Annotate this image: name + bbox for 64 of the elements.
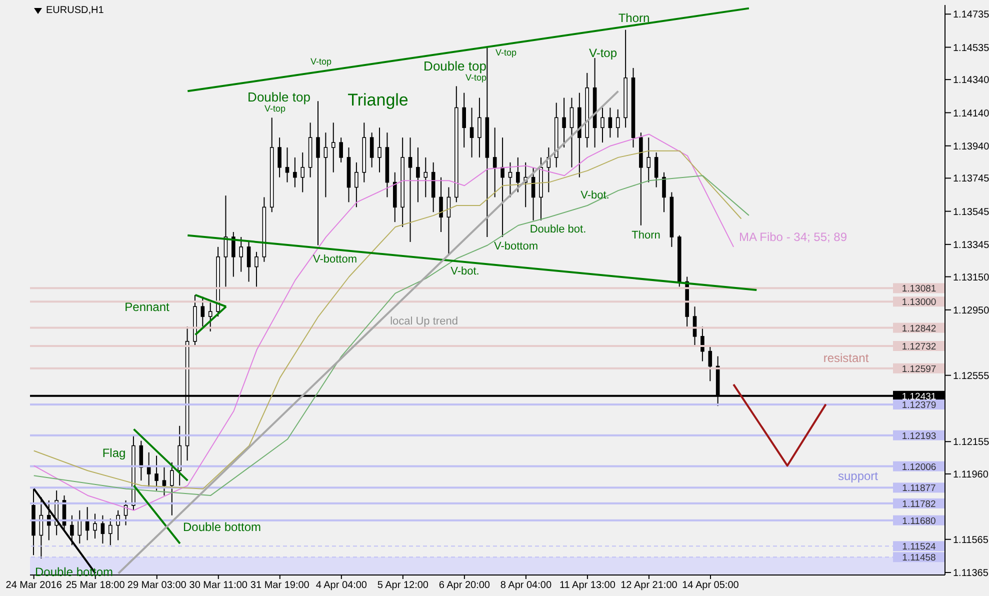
annotation: Double top bbox=[248, 90, 310, 104]
ref-line-label: 1.12597 bbox=[902, 364, 936, 375]
x-tick-label: 31 Mar 19:00 bbox=[250, 580, 310, 591]
y-tick-label: 1.12950 bbox=[953, 305, 989, 316]
y-tick-label: 1.13940 bbox=[953, 141, 989, 152]
annotation: Double top bbox=[424, 58, 486, 74]
y-tick-label: 1.14735 bbox=[953, 10, 989, 21]
ref-line-label: 1.11782 bbox=[902, 498, 936, 510]
y-tick-label: 1.12555 bbox=[953, 370, 989, 382]
ref-line-label: 1.13000 bbox=[902, 297, 936, 308]
ref-line-label: 1.12193 bbox=[902, 430, 936, 442]
y-tick-label: 1.12155 bbox=[953, 437, 989, 448]
annotation: Thorn bbox=[632, 230, 660, 242]
x-tick-label: 8 Apr 04:00 bbox=[500, 580, 552, 591]
annotation: V-top bbox=[264, 104, 286, 114]
annotation: support bbox=[838, 469, 878, 483]
x-tick-label: 24 Mar 2016 bbox=[6, 580, 62, 591]
ref-line-label: 1.11680 bbox=[902, 516, 936, 527]
x-tick-label: 11 Apr 13:00 bbox=[559, 580, 616, 591]
chart-title: EURUSD,H1 bbox=[46, 5, 104, 16]
annotation: V-top bbox=[495, 48, 517, 58]
ref-line-label: 1.13081 bbox=[902, 284, 936, 295]
annotation: V-top bbox=[310, 56, 332, 66]
annotation: Thorn bbox=[618, 11, 650, 25]
x-tick-label: 29 Mar 03:00 bbox=[127, 580, 187, 591]
y-tick-label: 1.13545 bbox=[953, 206, 989, 218]
y-tick-label: 1.14140 bbox=[953, 108, 989, 120]
ref-line-label: 1.11524 bbox=[902, 542, 936, 553]
annotation: MA Fibo - 34; 55; 89 bbox=[738, 230, 848, 244]
y-tick-label: 1.14340 bbox=[953, 75, 989, 86]
annotation: Double bot. bbox=[530, 224, 586, 236]
annotation: Pennant bbox=[124, 300, 170, 314]
ref-line-label: 1.12842 bbox=[902, 323, 936, 334]
x-tick-label: 14 Apr 05:00 bbox=[682, 580, 740, 591]
ref-line-label: 1.12431 bbox=[902, 391, 936, 402]
y-tick-label: 1.11565 bbox=[953, 534, 989, 546]
annotation: Triangle bbox=[348, 90, 408, 110]
y-tick-label: 1.13345 bbox=[953, 240, 989, 251]
y-tick-label: 1.11960 bbox=[953, 469, 989, 480]
x-tick-label: 5 Apr 12:00 bbox=[377, 580, 429, 591]
annotation: Double bottom bbox=[182, 520, 262, 534]
annotation: V-bot. bbox=[450, 266, 480, 278]
annotation: V-bottom bbox=[494, 240, 538, 252]
annotation: V-bot. bbox=[580, 190, 610, 202]
annotation: V-top bbox=[465, 72, 487, 82]
ref-line-label: 1.11877 bbox=[902, 483, 936, 494]
ref-line-label: 1.12006 bbox=[902, 462, 936, 473]
ref-line-label: 1.11458 bbox=[902, 552, 936, 564]
y-tick-label: 1.14535 bbox=[953, 42, 989, 54]
ref-line-label: 1.12379 bbox=[902, 400, 936, 411]
annotation: resistant bbox=[823, 351, 869, 365]
ref-line-label: 1.12732 bbox=[902, 342, 936, 353]
y-tick-label: 1.11365 bbox=[953, 568, 989, 580]
x-tick-label: 6 Apr 20:00 bbox=[438, 580, 490, 591]
annotation: V-top bbox=[588, 46, 618, 60]
annotation: V-bottom bbox=[312, 254, 358, 266]
x-tick-label: 25 Mar 18:00 bbox=[66, 580, 126, 591]
x-tick-label: 12 Apr 21:00 bbox=[620, 580, 678, 591]
x-tick-label: 4 Apr 04:00 bbox=[316, 580, 368, 591]
x-tick-label: 30 Mar 11:00 bbox=[189, 580, 248, 591]
annotation: Flag bbox=[102, 446, 126, 460]
y-tick-label: 1.13745 bbox=[953, 174, 989, 185]
annotation: local Up trend bbox=[390, 316, 458, 328]
y-tick-label: 1.13150 bbox=[953, 272, 989, 284]
